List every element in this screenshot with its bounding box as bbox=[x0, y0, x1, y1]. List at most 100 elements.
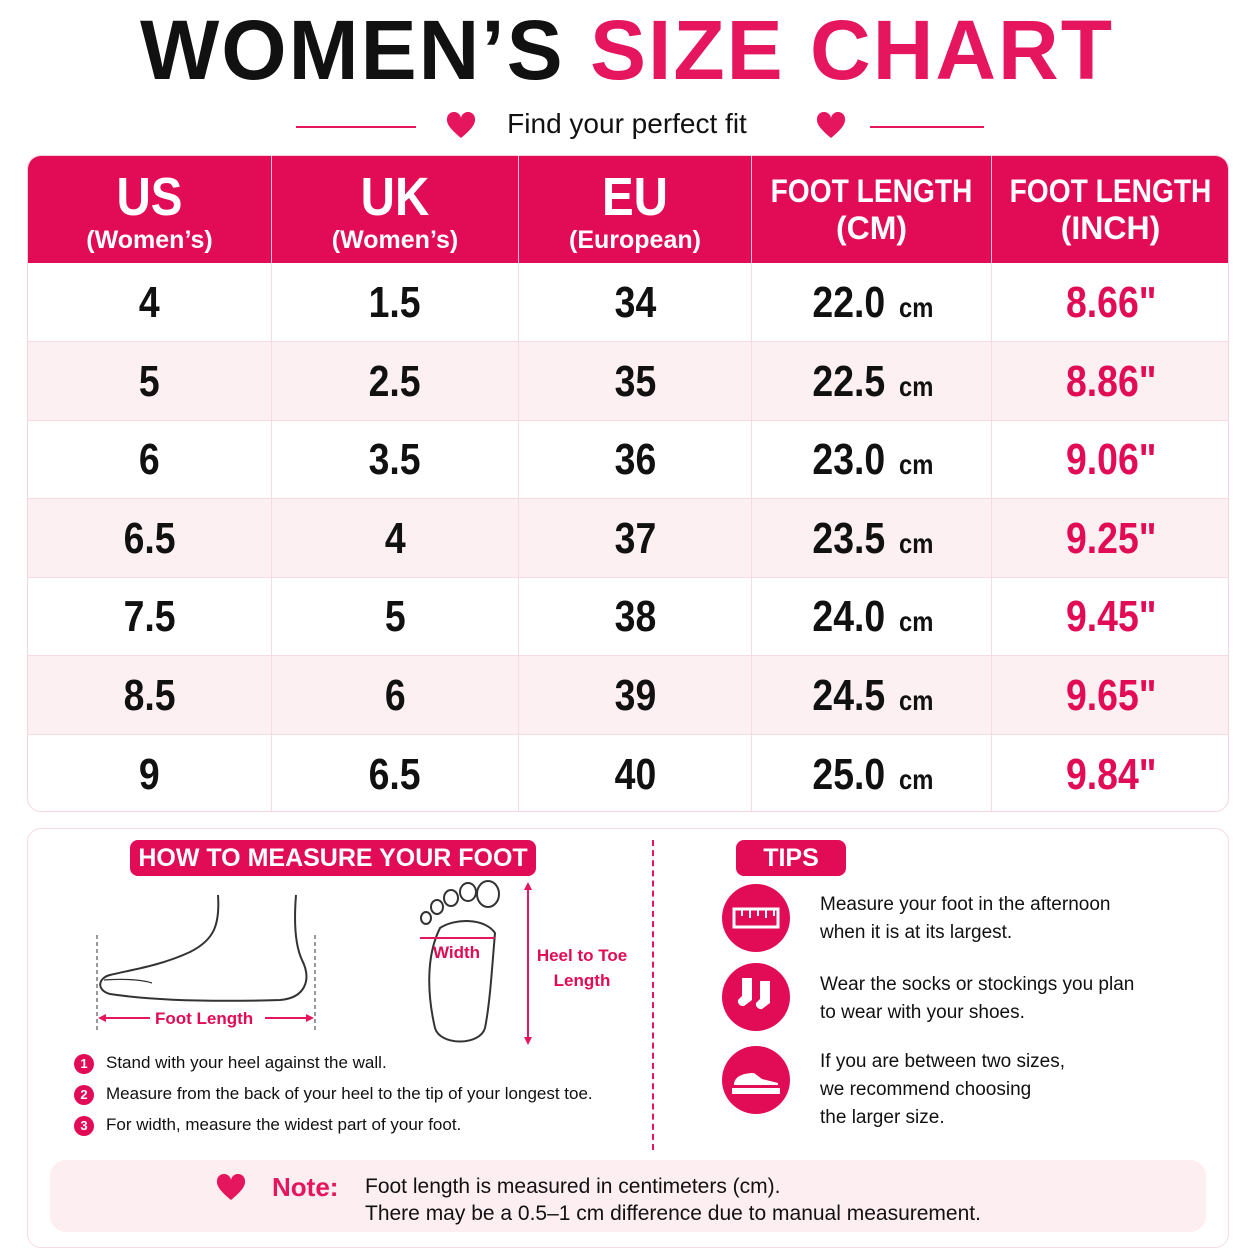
table-cell: 8.5 bbox=[28, 656, 272, 735]
step-number: 3 bbox=[74, 1116, 94, 1136]
cell-value: 9.65" bbox=[1065, 671, 1157, 720]
table-row: 9 6.5 40 25.0 cm 9.84" bbox=[28, 734, 1228, 811]
table-cell: 25.0 cm bbox=[752, 734, 992, 811]
cell-value: 6.5 bbox=[368, 749, 421, 799]
measure-heading: HOW TO MEASURE YOUR FOOT bbox=[130, 840, 536, 876]
table-row: 4 1.5 34 22.0 cm 8.66" bbox=[28, 263, 1228, 342]
table-cell: 6.5 bbox=[272, 734, 519, 811]
cell-value: 8.66" bbox=[1065, 278, 1157, 327]
table-cell: 40 bbox=[519, 734, 752, 811]
tip-line: to wear with your shoes. bbox=[820, 1002, 1025, 1023]
table-cell: 4 bbox=[28, 263, 272, 342]
table-cell: 6 bbox=[272, 656, 519, 735]
width-label: Width bbox=[433, 943, 481, 962]
heel-to-toe-line: Length bbox=[553, 971, 611, 990]
table-cell: 2.5 bbox=[272, 341, 519, 421]
cell-value: 35 bbox=[614, 356, 656, 406]
cell-value: 5 bbox=[384, 592, 406, 642]
table-cell: 8.86" bbox=[992, 342, 1228, 421]
table-row: 8.5 6 39 24.5 cm 9.65" bbox=[28, 656, 1228, 735]
header-main: US bbox=[116, 167, 183, 227]
header-main: EU bbox=[601, 167, 668, 227]
table-cell: 23.5 cm bbox=[752, 498, 992, 578]
table-cell: 36 bbox=[519, 420, 752, 500]
header-main: UK bbox=[360, 167, 430, 227]
tip-line: Wear the socks or stockings you plan bbox=[820, 974, 1135, 995]
heel-to-toe-line: Heel to Toe bbox=[536, 946, 628, 965]
table-cell: 22.0 cm bbox=[752, 263, 992, 342]
note-line: Foot length is measured in centimeters (… bbox=[365, 1175, 781, 1198]
step: 2 Measure from the back of your heel to t… bbox=[74, 1083, 593, 1105]
header-cell: FOOT LENGTH (CM) bbox=[752, 156, 992, 263]
table-cell: 35 bbox=[519, 341, 752, 421]
cell-unit: cm bbox=[899, 606, 934, 638]
cell-value: 4 bbox=[384, 513, 406, 563]
divider bbox=[870, 126, 984, 128]
title-pink: SIZE CHART bbox=[590, 3, 1114, 97]
title-black: WOMEN’S bbox=[140, 3, 565, 97]
divider bbox=[296, 126, 416, 128]
info-panel bbox=[27, 828, 1229, 1248]
footprint-illustration bbox=[420, 880, 532, 1045]
table-cell: 6.5 bbox=[28, 498, 272, 578]
header-main: FOOT LENGTH bbox=[770, 173, 973, 209]
cell-unit: cm bbox=[899, 292, 934, 323]
table-cell: 24.5 cm bbox=[752, 656, 992, 735]
tip: If you are between two sizes, we recommen… bbox=[820, 1048, 1065, 1132]
table-cell: 9.25" bbox=[992, 499, 1228, 578]
table-cell: 9.65" bbox=[992, 656, 1228, 735]
table-cell: 5 bbox=[28, 341, 272, 421]
header-sub: (Women’s) bbox=[86, 226, 213, 254]
step-text: For width, measure the widest part of yo… bbox=[106, 1115, 462, 1134]
note-label: Note: bbox=[272, 1172, 339, 1202]
cell-unit: cm bbox=[899, 763, 934, 795]
step: 1 Stand with your heel against the wall. bbox=[74, 1052, 387, 1074]
table-cell: 4 bbox=[272, 498, 519, 578]
cell-value: 8.86" bbox=[1065, 356, 1157, 406]
table-cell: 37 bbox=[519, 498, 752, 578]
cell-value: 39 bbox=[614, 671, 656, 720]
step: 3 For width, measure the widest part of y… bbox=[74, 1114, 461, 1136]
tip-line: Measure your foot in the afternoon bbox=[820, 894, 1111, 915]
separator bbox=[652, 840, 654, 1150]
cell-value: 9.45" bbox=[1065, 592, 1157, 642]
table-cell: 38 bbox=[519, 577, 752, 657]
foot-side-illustration bbox=[96, 894, 316, 1030]
cell-value: 22.0 bbox=[812, 278, 886, 327]
tips-heading: TIPS bbox=[736, 840, 846, 876]
cell-value: 9.84" bbox=[1065, 749, 1157, 799]
heart-icon bbox=[216, 1174, 246, 1200]
cell-value: 24.5 bbox=[812, 671, 886, 720]
cell-value: 34 bbox=[614, 278, 656, 327]
table-cell: 8.66" bbox=[992, 263, 1228, 342]
table-cell: 3.5 bbox=[272, 420, 519, 500]
header-sub: (Women’s) bbox=[331, 226, 459, 254]
heart-icon bbox=[446, 112, 476, 138]
cell-value: 38 bbox=[614, 592, 656, 642]
tip: Measure your foot in the afternoon when i… bbox=[820, 891, 1110, 947]
heart-icon bbox=[816, 112, 846, 138]
table-row: 6 3.5 36 23.0 cm 9.06" bbox=[28, 420, 1228, 500]
cell-unit: cm bbox=[899, 449, 934, 481]
cell-value: 40 bbox=[614, 749, 656, 799]
table-cell: 7.5 bbox=[28, 577, 272, 657]
tip-line: we recommend choosing bbox=[820, 1079, 1032, 1100]
table-cell: 1.5 bbox=[272, 263, 519, 342]
table-cell: 6 bbox=[28, 420, 272, 500]
cell-unit: cm bbox=[899, 370, 934, 402]
heel-to-toe-label: Heel to Toe Length bbox=[536, 943, 628, 993]
table-cell: 5 bbox=[272, 577, 519, 657]
cell-value: 6 bbox=[384, 671, 406, 720]
table-cell: 9.45" bbox=[992, 577, 1228, 656]
table-row: 7.5 5 38 24.0 cm 9.45" bbox=[28, 577, 1228, 657]
table-row: 6.5 4 37 23.5 cm 9.25" bbox=[28, 498, 1228, 578]
note-box bbox=[50, 1160, 1206, 1232]
table-cell: 9 bbox=[28, 734, 272, 811]
cell-value: 23.5 bbox=[812, 513, 886, 563]
table-cell: 9.84" bbox=[992, 735, 1228, 811]
table-cell: 24.0 cm bbox=[752, 577, 992, 657]
cell-value: 9.06" bbox=[1065, 435, 1157, 485]
cell-value: 36 bbox=[614, 435, 656, 485]
